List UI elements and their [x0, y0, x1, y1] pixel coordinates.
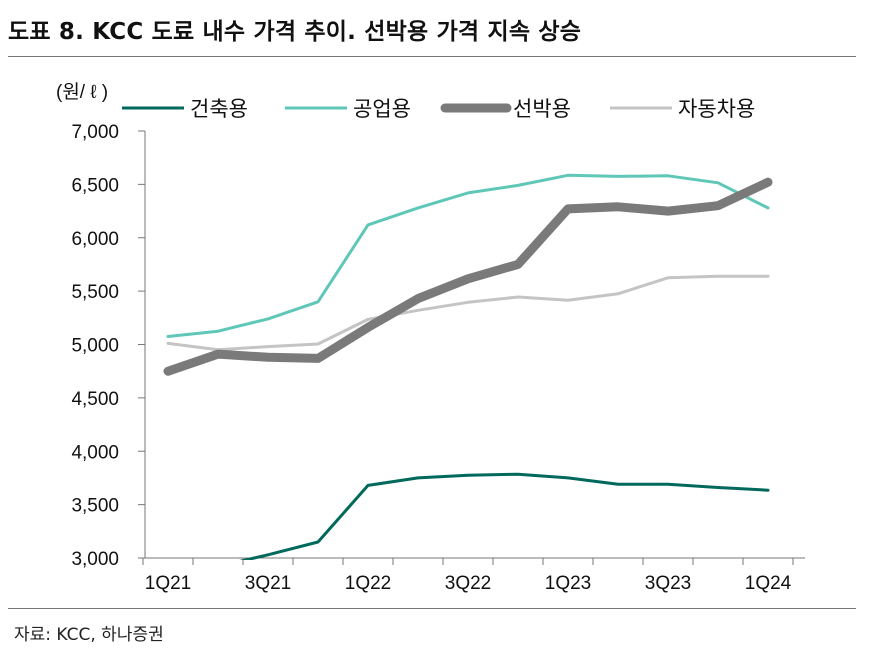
series-line-building: [239, 472, 770, 560]
source-note: 자료: KCC, 하나증권: [14, 625, 164, 645]
series-lines: [163, 173, 773, 560]
y-tick-label: 3,000: [71, 549, 119, 570]
y-tick-label: 5,000: [71, 336, 119, 357]
x-tick-label: 1Q24: [745, 573, 792, 594]
series-line-marine: [163, 177, 773, 376]
x-tick-label: 3Q21: [245, 573, 291, 594]
y-tick-label: 6,000: [71, 229, 119, 250]
y-tick-label: 6,500: [71, 175, 119, 196]
x-tick-label: 1Q23: [545, 573, 591, 594]
legend: 건축용 공업용 선박용 자동차용: [122, 98, 755, 121]
x-axis: 1Q21 3Q21 1Q22 3Q22 1Q23 3Q23 1Q24: [142, 557, 805, 594]
x-tick-label: 1Q22: [345, 573, 391, 594]
y-tick-label: 7,000: [71, 122, 119, 143]
bottom-divider: [8, 608, 856, 609]
legend-label-marine: 선박용: [513, 98, 571, 121]
y-axis-unit-label: (원/ ℓ ): [56, 81, 108, 103]
series-line-automotive: [166, 274, 770, 352]
legend-label-building: 건축용: [190, 98, 248, 121]
y-tick-label: 5,500: [71, 282, 119, 303]
top-divider: [8, 56, 856, 57]
y-tick-label: 4,000: [71, 442, 119, 463]
y-tick-label: 3,500: [71, 496, 119, 517]
x-tick-label: 3Q22: [445, 573, 491, 594]
x-tick-label: 3Q23: [645, 573, 691, 594]
figure-title: 도표 8. KCC 도료 내수 가격 추이. 선박용 가격 지속 상승: [8, 19, 582, 45]
x-tick-label: 1Q21: [145, 573, 191, 594]
y-tick-label: 4,500: [71, 389, 119, 410]
legend-label-automotive: 자동차용: [678, 98, 755, 121]
legend-label-industrial: 공업용: [353, 98, 411, 121]
series-line-industrial: [166, 173, 770, 338]
y-axis: 3,000 3,500 4,000 4,500 5,000 5,500 6,000 6,500…: [71, 122, 146, 570]
